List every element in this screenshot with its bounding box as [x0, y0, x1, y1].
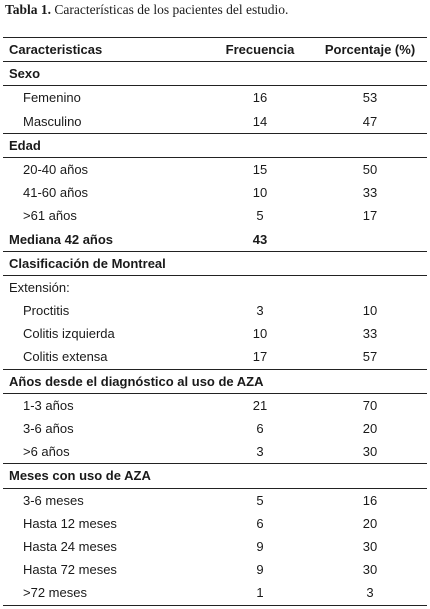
table-row: Femenino 16 53 [3, 86, 427, 109]
row-frecuencia: 43 [252, 231, 268, 247]
row-porcentaje: 53 [362, 90, 378, 106]
section-row: Edad [3, 134, 427, 158]
row-porcentaje: 20 [362, 421, 378, 436]
row-frecuencia: 9 [256, 562, 264, 578]
table-row: Hasta 24 meses 9 30 [3, 535, 427, 558]
section-row: Clasificación de Montreal [3, 252, 427, 276]
row-label: Masculino [23, 113, 82, 129]
row-frecuencia: 16 [252, 90, 268, 106]
row-label: 1-3 años [23, 397, 74, 413]
row-label: Sexo [9, 66, 41, 82]
table-row: >72 meses 1 3 [3, 581, 427, 606]
section-row: Sexo [3, 62, 427, 87]
table-row: Proctitis 3 10 [3, 299, 427, 322]
row-porcentaje: 57 [362, 349, 378, 365]
section-row: Meses con uso de AZA [3, 464, 427, 489]
row-porcentaje: 3 [366, 585, 374, 601]
row-frecuencia: 15 [252, 161, 268, 177]
table-row: Colitis izquierda 10 33 [3, 322, 427, 345]
table-row: Hasta 12 meses 6 20 [3, 512, 427, 535]
row-porcentaje: 20 [362, 515, 378, 531]
row-frecuencia: 1 [256, 585, 264, 601]
table-caption: Tabla 1. Características de los paciente… [5, 2, 288, 18]
row-label: Meses con uso de AZA [9, 468, 151, 484]
table-row: >61 años 5 17 [3, 204, 427, 227]
row-label: Femenino [23, 90, 81, 106]
row-label: Hasta 12 meses [23, 515, 117, 531]
row-frecuencia: 3 [256, 444, 264, 460]
row-label: 20-40 años [23, 161, 89, 177]
table-row: 3-6 años 6 20 [3, 417, 427, 440]
table-body: Sexo Femenino 16 53 Masculino 14 47 Edad 20-40 a… [3, 62, 427, 606]
row-porcentaje: 16 [362, 492, 378, 508]
table-row: 20-40 años 15 50 [3, 158, 427, 181]
row-porcentaje: 17 [362, 208, 378, 224]
row-porcentaje: 30 [362, 562, 378, 578]
row-frecuencia: 3 [256, 303, 264, 319]
row-frecuencia: 10 [252, 185, 268, 201]
row-label: Edad [9, 137, 41, 153]
row-porcentaje: 10 [362, 303, 378, 319]
row-porcentaje: 70 [362, 397, 378, 413]
table-row: Hasta 72 meses 9 30 [3, 558, 427, 581]
row-label: Colitis izquierda [23, 326, 115, 342]
row-label: Proctitis [23, 303, 70, 319]
row-label: Hasta 24 meses [23, 538, 117, 554]
table-row: Colitis extensa 17 57 [3, 345, 427, 370]
row-frecuencia: 6 [256, 421, 264, 436]
table-row: >6 años 3 30 [3, 440, 427, 465]
table-row: 41-60 años 10 33 [3, 181, 427, 204]
row-label: Mediana 42 años [9, 231, 114, 247]
row-label: Hasta 72 meses [23, 562, 117, 578]
row-porcentaje: 50 [362, 161, 378, 177]
caption-label: Tabla 1. [5, 2, 52, 17]
section-row: Años desde el diagnóstico al uso de AZA [3, 370, 427, 394]
header-frecuencia: Frecuencia [225, 42, 295, 57]
row-label: Años desde el diagnóstico al uso de AZA [9, 373, 264, 389]
table-row: Masculino 14 47 [3, 110, 427, 134]
row-frecuencia: 5 [256, 492, 264, 508]
row-label: >61 años [23, 208, 77, 224]
row-frecuencia: 9 [256, 538, 264, 554]
row-frecuencia: 10 [252, 326, 268, 342]
row-label: Clasificación de Montreal [9, 255, 166, 271]
row-porcentaje: 30 [362, 444, 378, 460]
row-porcentaje: 47 [362, 113, 378, 129]
row-label: 3-6 meses [23, 492, 84, 508]
row-label: Colitis extensa [23, 349, 108, 365]
table-header-row: Caracteristicas Frecuencia Porcentaje (%… [3, 37, 427, 63]
row-frecuencia: 14 [252, 113, 268, 129]
table-row: 3-6 meses 5 16 [3, 489, 427, 512]
table-row: 1-3 años 21 70 [3, 394, 427, 417]
row-label: Extensión: [9, 279, 70, 295]
row-label: 41-60 años [23, 185, 89, 201]
header-caracteristicas: Caracteristicas [9, 42, 103, 57]
row-label: >6 años [23, 444, 70, 460]
table-row: Mediana 42 años 43 [3, 228, 427, 252]
row-label: 3-6 años [23, 421, 74, 436]
header-porcentaje: Porcentaje (%) [324, 42, 416, 57]
caption-text: Características de los pacientes del est… [54, 2, 289, 17]
row-porcentaje: 30 [362, 538, 378, 554]
table-row: Extensión: [3, 276, 427, 299]
row-frecuencia: 5 [256, 208, 264, 224]
row-frecuencia: 17 [252, 349, 268, 365]
row-porcentaje: 33 [362, 185, 378, 201]
row-porcentaje: 33 [362, 326, 378, 342]
row-frecuencia: 21 [252, 397, 268, 413]
row-label: >72 meses [23, 585, 87, 601]
patient-characteristics-table: Caracteristicas Frecuencia Porcentaje (%… [3, 37, 427, 606]
row-frecuencia: 6 [256, 515, 264, 531]
